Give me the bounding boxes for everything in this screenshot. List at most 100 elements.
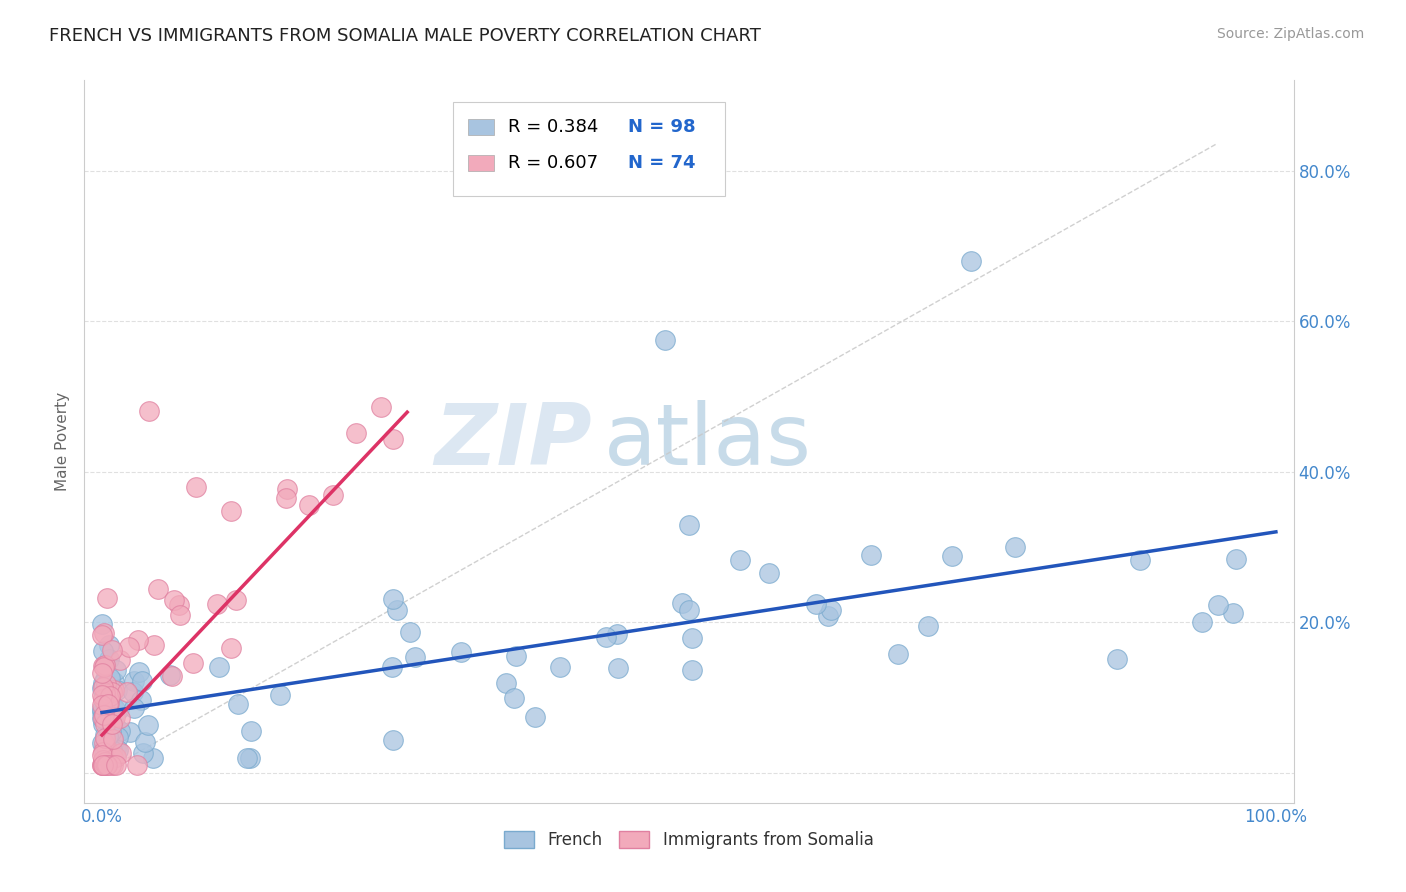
Point (146, 582, 169, 597)
Point (98, 717, 121, 731)
Point (100, 716, 122, 731)
Point (127, 758, 149, 772)
Point (91, 666, 114, 681)
Point (132, 747, 155, 761)
Point (91, 676, 114, 690)
Point (163, 592, 186, 607)
Point (134, 735, 156, 749)
Point (758, 566, 780, 581)
Point (91, 745, 114, 759)
Point (136, 718, 159, 732)
Point (93, 711, 115, 725)
Point (91, 680, 114, 694)
Point (1191, 615, 1213, 629)
Point (239, 750, 262, 764)
Point (678, 603, 700, 617)
Point (104, 663, 127, 677)
Point (142, 750, 165, 764)
Point (107, 731, 129, 745)
Point (100, 743, 122, 757)
Point (101, 731, 124, 746)
Point (96, 591, 118, 605)
Point (107, 742, 129, 756)
Text: FRENCH VS IMMIGRANTS FROM SOMALIA MALE POVERTY CORRELATION CHART: FRENCH VS IMMIGRANTS FROM SOMALIA MALE P… (49, 27, 761, 45)
Point (94, 703, 117, 717)
Point (103, 751, 125, 765)
Point (1225, 551, 1247, 566)
Point (404, 649, 426, 664)
Point (654, 333, 676, 347)
Point (167, 598, 190, 612)
Point (959, 253, 981, 268)
Point (138, 404, 160, 418)
Point (606, 661, 628, 675)
Point (101, 758, 124, 772)
Point (346, 426, 368, 441)
Point (103, 683, 125, 698)
Point (1206, 598, 1229, 612)
Point (91, 717, 114, 731)
Point (495, 675, 517, 690)
Point (382, 432, 405, 446)
Point (91, 658, 114, 673)
Point (108, 653, 131, 667)
Point (122, 674, 145, 689)
Point (399, 625, 422, 640)
Point (93, 659, 115, 673)
Point (205, 597, 228, 611)
Point (105, 758, 128, 772)
FancyBboxPatch shape (468, 120, 495, 136)
Point (104, 709, 127, 723)
Point (381, 732, 404, 747)
Point (91, 747, 114, 762)
Point (322, 488, 344, 502)
Point (91, 705, 114, 719)
Text: atlas: atlas (605, 400, 813, 483)
Point (91, 758, 114, 772)
Y-axis label: Male Poverty: Male Poverty (55, 392, 70, 491)
Point (93, 686, 115, 700)
Point (887, 647, 910, 661)
Point (103, 675, 125, 690)
Point (1129, 553, 1152, 567)
Point (91, 692, 114, 706)
Point (127, 633, 149, 648)
Point (208, 659, 231, 673)
Point (108, 702, 131, 716)
Point (606, 626, 628, 640)
Point (131, 673, 153, 688)
Point (681, 663, 703, 677)
Point (804, 597, 827, 611)
Point (941, 549, 963, 563)
Text: N = 74: N = 74 (628, 154, 696, 172)
Point (91, 753, 114, 767)
Point (502, 690, 524, 705)
Point (101, 685, 124, 699)
Point (381, 660, 404, 674)
Point (917, 618, 939, 632)
Point (143, 638, 166, 652)
Point (160, 669, 183, 683)
Point (93, 729, 115, 743)
Point (129, 693, 152, 707)
Point (98, 638, 121, 652)
Point (104, 718, 127, 732)
Point (94, 731, 117, 746)
Point (94, 657, 117, 672)
Point (382, 591, 405, 606)
Point (94, 758, 117, 772)
Point (91, 736, 114, 750)
Point (93, 695, 115, 709)
Point (128, 665, 150, 680)
Point (159, 667, 181, 681)
Point (110, 746, 132, 760)
Point (96, 689, 118, 703)
Point (274, 491, 297, 506)
Point (181, 656, 204, 670)
Point (94, 717, 117, 731)
Point (103, 700, 125, 714)
Point (103, 714, 125, 729)
Point (98, 671, 121, 685)
Point (105, 682, 128, 697)
Point (94, 672, 117, 686)
